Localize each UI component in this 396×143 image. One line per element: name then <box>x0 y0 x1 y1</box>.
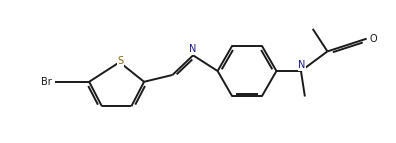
Text: N: N <box>189 44 197 54</box>
Text: S: S <box>118 56 124 66</box>
Text: O: O <box>369 34 377 44</box>
Text: Br: Br <box>41 77 52 87</box>
Text: N: N <box>298 60 306 70</box>
